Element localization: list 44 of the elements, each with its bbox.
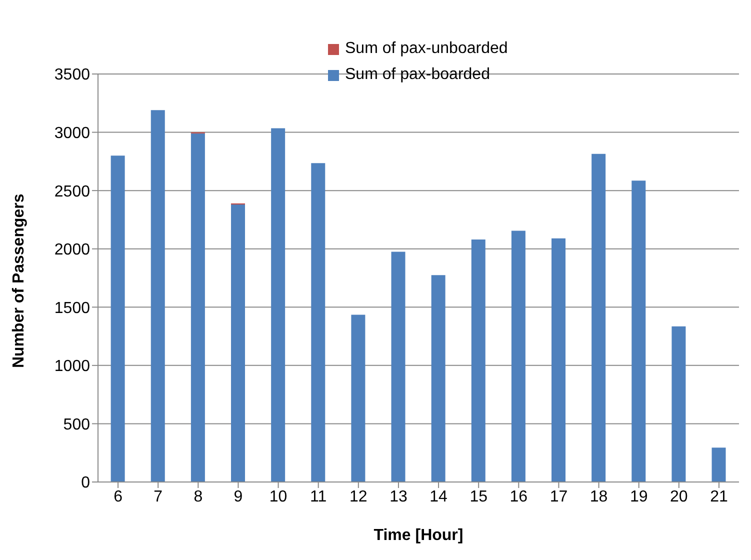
bar — [632, 180, 646, 482]
x-tick-label: 11 — [310, 488, 327, 506]
x-tick-label: 19 — [630, 488, 648, 506]
x-tick-label: 20 — [670, 488, 688, 506]
bar — [672, 326, 686, 482]
legend-label: Sum of pax-unboarded — [345, 39, 508, 59]
y-tick-label: 3500 — [54, 66, 90, 84]
x-tick-label: 9 — [234, 488, 243, 506]
y-tick-label: 2000 — [54, 242, 90, 259]
legend-label: Sum of pax-boarded — [345, 65, 490, 85]
bar — [511, 230, 526, 482]
x-tick-label: 7 — [154, 488, 163, 506]
bar — [150, 110, 165, 482]
y-tick-label: 1000 — [54, 358, 90, 376]
bar — [471, 240, 486, 482]
y-tick-label: 1500 — [54, 300, 90, 317]
bar — [231, 204, 246, 482]
y-tick-label: 2500 — [54, 183, 90, 200]
y-tick-label: 3000 — [54, 124, 90, 142]
x-tick-label: 15 — [470, 488, 488, 506]
x-tick-label: 14 — [430, 488, 448, 506]
x-tick-label: 10 — [269, 488, 288, 506]
x-tick-label: 13 — [390, 488, 408, 506]
y-axis-title: Number of Passengers — [10, 194, 28, 368]
x-tick-label: 12 — [350, 488, 368, 506]
y-tick-label: 500 — [63, 416, 90, 434]
y-tick-label: 0 — [81, 474, 90, 492]
bar — [391, 252, 406, 482]
bar — [271, 128, 286, 482]
bar — [431, 275, 446, 482]
x-tick-label: 18 — [590, 488, 608, 506]
bar — [552, 238, 566, 482]
bar — [110, 156, 125, 482]
bar — [190, 133, 205, 482]
bar — [311, 163, 326, 482]
x-tick-label: 6 — [114, 488, 123, 506]
bar — [712, 448, 726, 482]
bar — [351, 314, 366, 482]
x-tick-label: 8 — [194, 488, 203, 506]
x-axis-title: Time [Hour] — [374, 527, 464, 544]
x-tick-label: 16 — [510, 488, 528, 506]
bar — [592, 154, 606, 482]
x-tick-label: 17 — [550, 488, 568, 506]
x-tick-label: 21 — [710, 488, 728, 506]
